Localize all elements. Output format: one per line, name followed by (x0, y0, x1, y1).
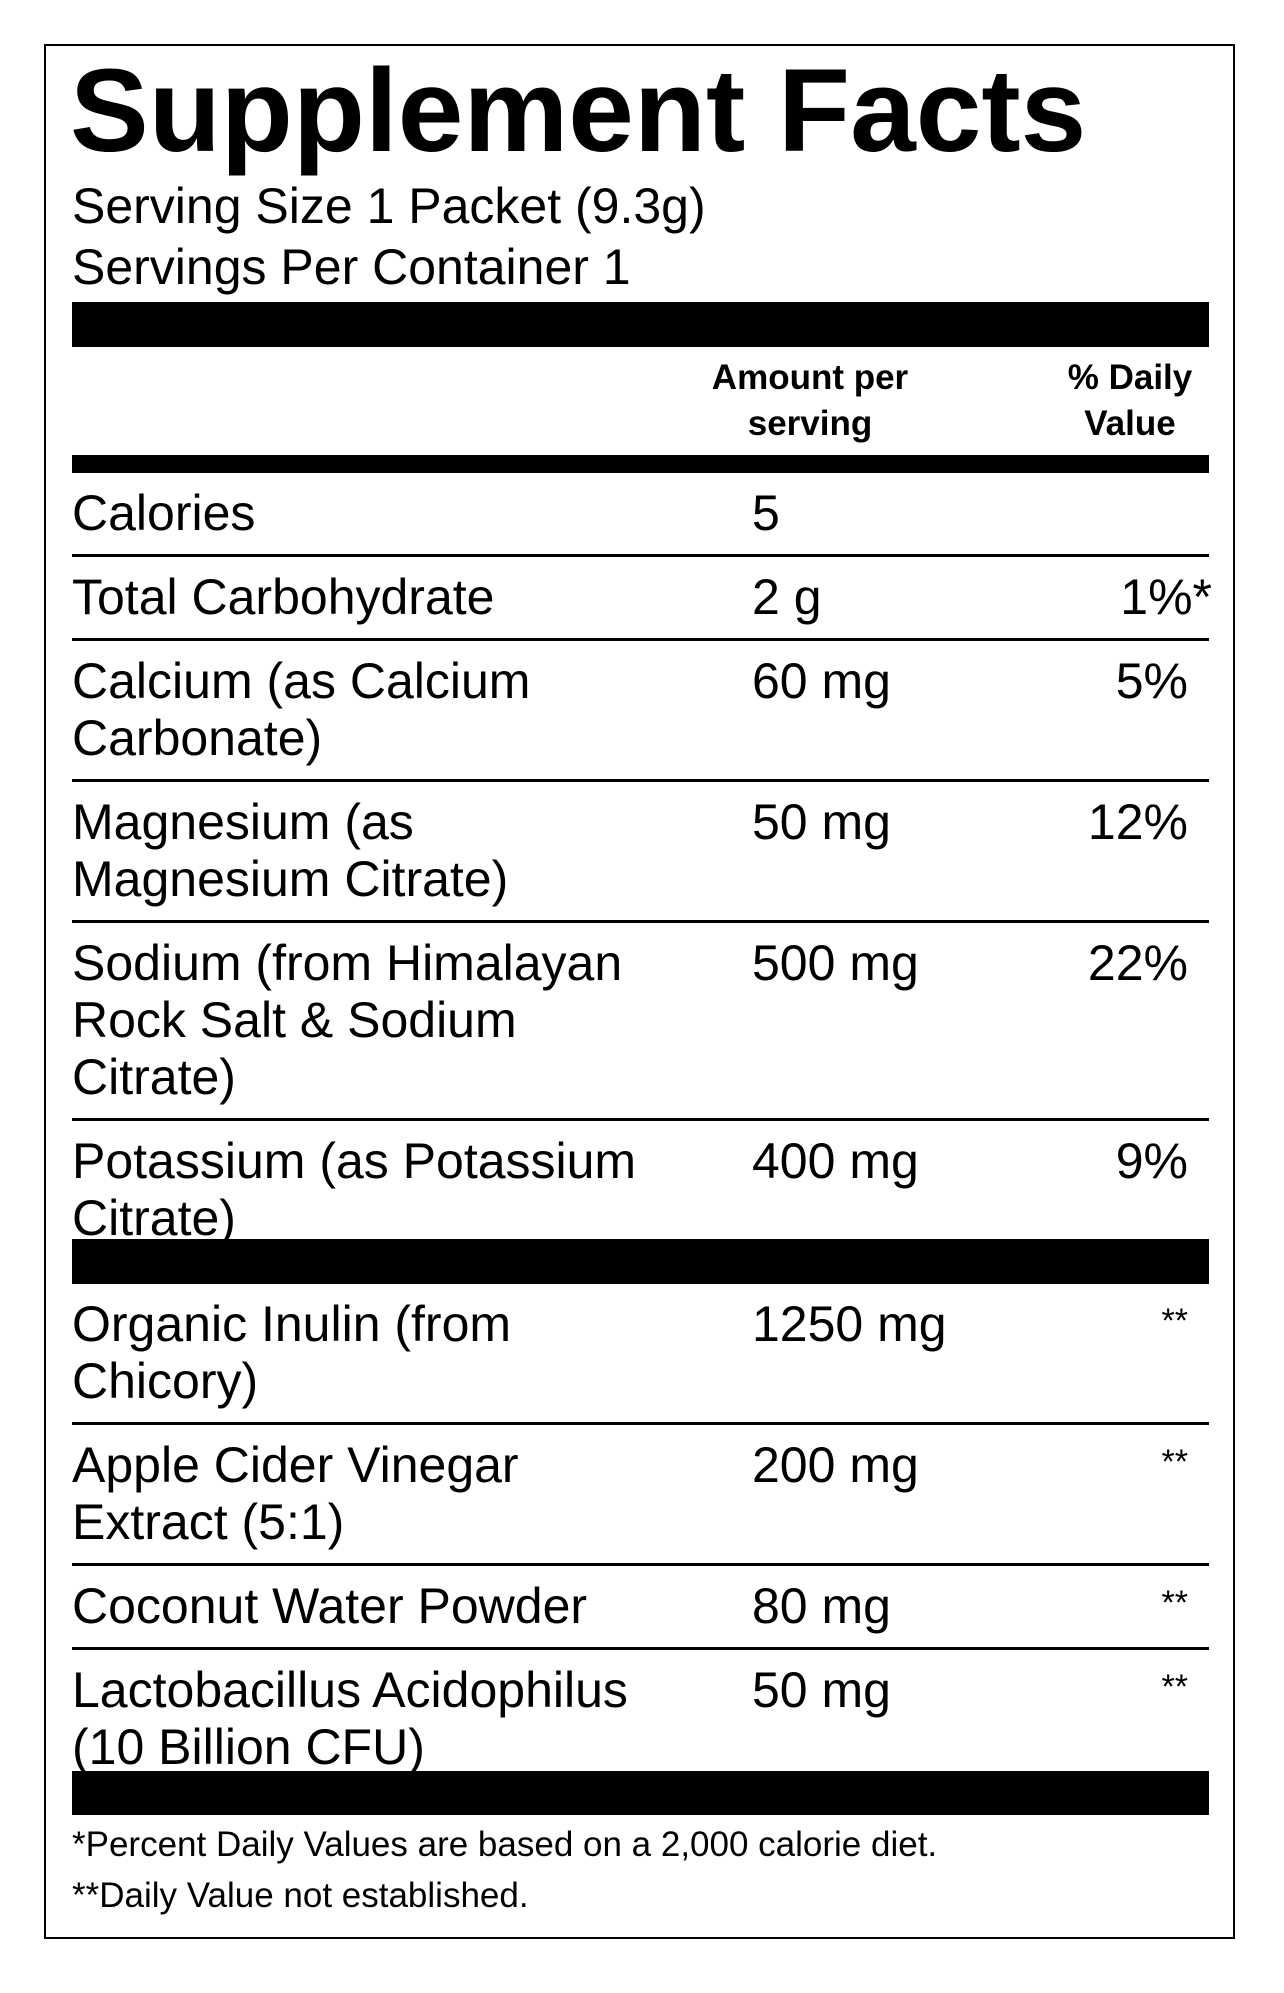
divider-thick (72, 1771, 1209, 1815)
daily-value (1082, 485, 1188, 542)
amount-per-serving: 2 g (752, 569, 822, 625)
nutrient-name: Lactobacillus Acidophilus (10 Billion CF… (72, 1662, 628, 1775)
footnote-not-established: **Daily Value not established. (72, 1876, 529, 1915)
amount-per-serving: 1250 mg (752, 1296, 947, 1352)
footnote-percent-daily-value: *Percent Daily Values are based on a 2,0… (72, 1825, 938, 1864)
amount-per-serving: 5 (752, 485, 780, 541)
table-row: Apple Cider Vinegar Extract (5:1) 200 mg *… (72, 1425, 1209, 1566)
nutrient-name: Total Carbohydrate (72, 569, 495, 625)
servings-per-container: Servings Per Container 1 (72, 239, 631, 295)
daily-value: ** (1161, 1584, 1188, 1622)
panel-title: Supplement Facts (70, 45, 1087, 177)
amount-per-serving: 50 mg (752, 794, 891, 850)
nutrient-name: Magnesium (as Magnesium Citrate) (72, 794, 509, 907)
nutrient-name: Organic Inulin (from Chicory) (72, 1296, 512, 1409)
daily-value: 1%* (1120, 569, 1212, 625)
nutrient-name: Potassium (as Potassium Citrate) (72, 1133, 637, 1246)
daily-value: 12% (1087, 794, 1188, 850)
table-row: Potassium (as Potassium Citrate) 400 mg 9% (72, 1121, 1209, 1259)
nutrient-name: Calcium (as Calcium Carbonate) (72, 653, 531, 766)
daily-value: ** (1161, 1443, 1188, 1481)
amount-per-serving: 400 mg (752, 1133, 919, 1189)
table-row: Calcium (as Calcium Carbonate) 60 mg 5% (72, 641, 1209, 782)
amount-per-serving: 80 mg (752, 1578, 891, 1634)
daily-value: ** (1161, 1668, 1188, 1706)
nutrient-name: Apple Cider Vinegar Extract (5:1) (72, 1437, 519, 1550)
divider-thick (72, 302, 1209, 347)
table-row: Organic Inulin (from Chicory) 1250 mg ** (72, 1284, 1209, 1425)
ingredient-list: Organic Inulin (from Chicory) 1250 mg ** Ap… (72, 1284, 1209, 1788)
serving-size: Serving Size 1 Packet (9.3g) (72, 178, 706, 234)
divider-thick (72, 1239, 1209, 1284)
header-daily-value: % Daily Value (1067, 358, 1193, 443)
amount-per-serving: 500 mg (752, 935, 919, 991)
table-row: Sodium (from Himalayan Rock Salt & Sodiu… (72, 923, 1209, 1121)
daily-value: 5% (1115, 653, 1188, 709)
amount-per-serving: 60 mg (752, 653, 891, 709)
nutrient-list: Calories 5 Total Carbohydrate 2 g 1%* Calcium… (72, 473, 1212, 1259)
amount-per-serving: 200 mg (752, 1437, 919, 1493)
table-row: Magnesium (as Magnesium Citrate) 50 mg 12% (72, 782, 1209, 923)
table-row: Total Carbohydrate 2 g 1%* (72, 557, 1212, 641)
daily-value: 9% (1115, 1133, 1188, 1189)
table-row: Calories 5 (72, 473, 1209, 557)
supplement-facts-panel (44, 44, 1235, 1939)
amount-per-serving: 50 mg (752, 1662, 891, 1718)
nutrient-name: Calories (72, 485, 256, 541)
daily-value: ** (1161, 1302, 1188, 1340)
daily-value: 22% (1087, 935, 1188, 991)
table-row: Coconut Water Powder 80 mg ** (72, 1566, 1209, 1650)
table-row: Lactobacillus Acidophilus (10 Billion CF… (72, 1650, 1209, 1788)
nutrient-name: Coconut Water Powder (72, 1578, 588, 1634)
divider-medium (72, 455, 1209, 473)
nutrient-name: Sodium (from Himalayan Rock Salt & Sodiu… (72, 935, 623, 1105)
header-amount: Amount per serving (711, 358, 909, 443)
